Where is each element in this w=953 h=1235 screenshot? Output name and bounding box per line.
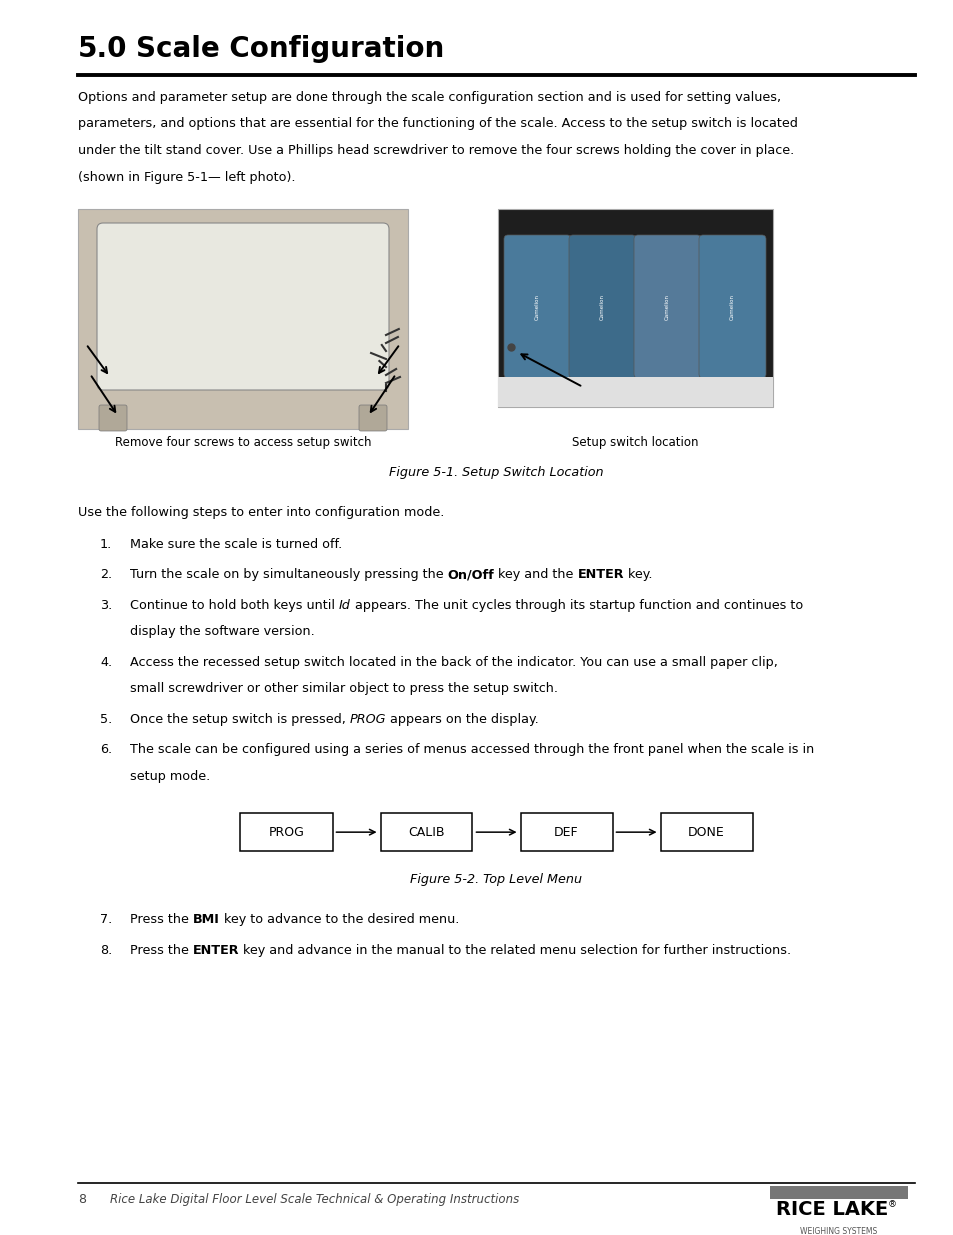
Text: setup mode.: setup mode. bbox=[130, 769, 210, 783]
Text: Use the following steps to enter into configuration mode.: Use the following steps to enter into co… bbox=[78, 506, 444, 519]
Text: key and the: key and the bbox=[494, 568, 578, 582]
Text: PROG: PROG bbox=[269, 826, 304, 839]
Text: ®: ® bbox=[887, 1200, 896, 1209]
FancyBboxPatch shape bbox=[699, 235, 765, 378]
Text: WEIGHING SYSTEMS: WEIGHING SYSTEMS bbox=[800, 1228, 877, 1235]
Text: 4.: 4. bbox=[100, 656, 112, 668]
Text: Figure 5-1. Setup Switch Location: Figure 5-1. Setup Switch Location bbox=[389, 466, 603, 479]
FancyBboxPatch shape bbox=[78, 209, 408, 429]
Text: Camelion: Camelion bbox=[535, 294, 539, 320]
Text: BMI: BMI bbox=[193, 913, 219, 926]
Text: appears. The unit cycles through its startup function and continues to: appears. The unit cycles through its sta… bbox=[351, 599, 802, 611]
Text: 7.: 7. bbox=[100, 913, 112, 926]
Text: key.: key. bbox=[623, 568, 652, 582]
Text: Scale Configuration: Scale Configuration bbox=[136, 35, 444, 63]
Text: Press the: Press the bbox=[130, 913, 193, 926]
Text: Continue to hold both keys until: Continue to hold both keys until bbox=[130, 599, 338, 611]
Text: 2.: 2. bbox=[100, 568, 112, 582]
Text: key to advance to the desired menu.: key to advance to the desired menu. bbox=[219, 913, 458, 926]
Text: ENTER: ENTER bbox=[578, 568, 623, 582]
Text: Press the: Press the bbox=[130, 944, 193, 957]
FancyBboxPatch shape bbox=[497, 209, 772, 408]
Text: Id: Id bbox=[338, 599, 351, 611]
Text: CALIB: CALIB bbox=[408, 826, 444, 839]
FancyBboxPatch shape bbox=[568, 235, 636, 378]
Text: Camelion: Camelion bbox=[599, 294, 604, 320]
Text: 8: 8 bbox=[78, 1193, 86, 1207]
FancyBboxPatch shape bbox=[99, 405, 127, 431]
Text: 5.: 5. bbox=[100, 713, 112, 726]
Text: small screwdriver or other similar object to press the setup switch.: small screwdriver or other similar objec… bbox=[130, 682, 558, 695]
Text: DONE: DONE bbox=[687, 826, 724, 839]
Text: Camelion: Camelion bbox=[729, 294, 734, 320]
FancyBboxPatch shape bbox=[659, 813, 752, 851]
FancyBboxPatch shape bbox=[520, 813, 612, 851]
Text: Rice Lake Digital Floor Level Scale Technical & Operating Instructions: Rice Lake Digital Floor Level Scale Tech… bbox=[110, 1193, 518, 1207]
Text: PROG: PROG bbox=[350, 713, 386, 726]
FancyBboxPatch shape bbox=[97, 224, 389, 390]
FancyBboxPatch shape bbox=[769, 1186, 907, 1199]
Text: On/Off: On/Off bbox=[447, 568, 494, 582]
Text: DEF: DEF bbox=[554, 826, 578, 839]
Text: Once the setup switch is pressed,: Once the setup switch is pressed, bbox=[130, 713, 350, 726]
Text: 6.: 6. bbox=[100, 743, 112, 756]
Text: display the software version.: display the software version. bbox=[130, 625, 314, 638]
Text: parameters, and options that are essential for the functioning of the scale. Acc: parameters, and options that are essenti… bbox=[78, 117, 797, 131]
Text: key and advance in the manual to the related menu selection for further instruct: key and advance in the manual to the rel… bbox=[239, 944, 791, 957]
FancyBboxPatch shape bbox=[634, 235, 700, 378]
Text: 8.: 8. bbox=[100, 944, 112, 957]
Text: 5.0: 5.0 bbox=[78, 35, 128, 63]
Text: 3.: 3. bbox=[100, 599, 112, 611]
Text: Figure 5-2. Top Level Menu: Figure 5-2. Top Level Menu bbox=[410, 873, 582, 887]
Text: Camelion: Camelion bbox=[664, 294, 669, 320]
Text: ENTER: ENTER bbox=[193, 944, 239, 957]
Text: Options and parameter setup are done through the scale configuration section and: Options and parameter setup are done thr… bbox=[78, 91, 781, 104]
FancyBboxPatch shape bbox=[503, 235, 571, 378]
Text: RICE LAKE: RICE LAKE bbox=[775, 1200, 887, 1219]
Text: Setup switch location: Setup switch location bbox=[572, 436, 698, 450]
FancyBboxPatch shape bbox=[497, 377, 772, 408]
FancyBboxPatch shape bbox=[380, 813, 472, 851]
FancyBboxPatch shape bbox=[240, 813, 333, 851]
Text: appears on the display.: appears on the display. bbox=[386, 713, 538, 726]
Text: (shown in Figure 5-1— left photo).: (shown in Figure 5-1— left photo). bbox=[78, 170, 295, 184]
FancyBboxPatch shape bbox=[358, 405, 387, 431]
Text: The scale can be configured using a series of menus accessed through the front p: The scale can be configured using a seri… bbox=[130, 743, 814, 756]
Text: Turn the scale on by simultaneously pressing the: Turn the scale on by simultaneously pres… bbox=[130, 568, 447, 582]
Text: Make sure the scale is turned off.: Make sure the scale is turned off. bbox=[130, 537, 342, 551]
Text: Access the recessed setup switch located in the back of the indicator. You can u: Access the recessed setup switch located… bbox=[130, 656, 777, 668]
Text: 1.: 1. bbox=[100, 537, 112, 551]
Text: Remove four screws to access setup switch: Remove four screws to access setup switc… bbox=[114, 436, 371, 450]
Text: under the tilt stand cover. Use a Phillips head screwdriver to remove the four s: under the tilt stand cover. Use a Philli… bbox=[78, 144, 794, 157]
